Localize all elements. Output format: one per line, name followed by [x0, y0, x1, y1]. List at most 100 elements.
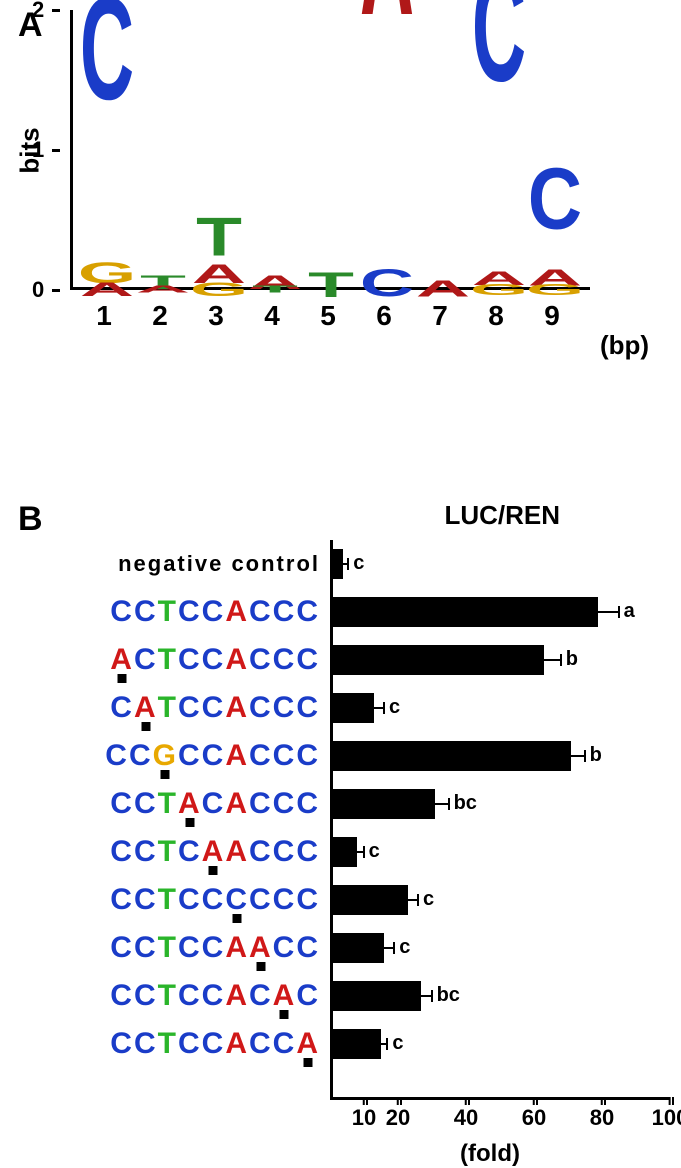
seq-base: C — [110, 979, 134, 1013]
seq-base: C — [110, 691, 134, 725]
error-bar-cap — [393, 942, 395, 954]
seq-base: A — [202, 835, 226, 869]
x-tick-mark — [468, 1097, 470, 1105]
significance-annotation: c — [389, 696, 400, 719]
bar — [333, 885, 408, 915]
bars-area: cabcbbccccbcc — [330, 540, 670, 1100]
seq-base: T — [158, 1027, 178, 1061]
significance-annotation: c — [369, 840, 380, 863]
seq-base: C — [249, 1027, 273, 1061]
x-tick-mark — [400, 1097, 402, 1105]
seq-base: T — [158, 883, 178, 917]
logo-column: CA — [415, 116, 471, 287]
seq-base: A — [273, 979, 297, 1013]
seq-base: C — [249, 643, 273, 677]
panel-a: bits 012 CGACTATAGCATCTACCACAGCAG 123456… — [60, 10, 620, 440]
bar — [333, 645, 544, 675]
error-bar-cap — [383, 702, 385, 714]
bar — [333, 549, 343, 579]
error-bar-cap — [417, 894, 419, 906]
seq-base: C — [134, 931, 158, 965]
seq-base: C — [273, 883, 297, 917]
seq-base: C — [134, 835, 158, 869]
x-tick-mark — [604, 1097, 606, 1105]
significance-annotation: c — [423, 888, 434, 911]
seq-base: A — [225, 643, 249, 677]
seq-base: T — [158, 691, 178, 725]
logo-x-ticks-container: 123456789 — [70, 300, 590, 360]
chart-title: LUC/REN — [444, 500, 560, 531]
error-bar — [571, 755, 585, 757]
x-tick: 100 — [652, 1105, 681, 1131]
mutation-dot — [141, 722, 150, 731]
logo-column: CGA — [79, 147, 135, 287]
bar — [333, 789, 435, 819]
x-tick: 40 — [454, 1105, 478, 1131]
seq-base: C — [273, 691, 297, 725]
seq-base: C — [296, 739, 320, 773]
x-ticks-container: 1020406080100 — [330, 1105, 670, 1145]
seq-base: A — [225, 595, 249, 629]
seq-base: C — [178, 1027, 202, 1061]
error-bar-cap — [431, 990, 433, 1002]
seq-base: A — [225, 979, 249, 1013]
seq-base: C — [178, 643, 202, 677]
sequence-row: CCTCCACCA — [30, 1020, 320, 1068]
x-axis-label: (fold) — [460, 1140, 520, 1168]
mutation-dot — [209, 866, 218, 875]
bar — [333, 981, 421, 1011]
seq-base: C — [202, 883, 226, 917]
seq-base: C — [178, 595, 202, 629]
seq-base: C — [202, 595, 226, 629]
significance-annotation: c — [399, 936, 410, 959]
seq-base: A — [225, 835, 249, 869]
seq-base: C — [249, 883, 273, 917]
seq-base: C — [296, 595, 320, 629]
seq-base: C — [273, 931, 297, 965]
error-bar — [544, 659, 561, 661]
seq-base: C — [178, 979, 202, 1013]
seq-base: C — [134, 643, 158, 677]
sequence-row: CCTCCCCCC — [30, 876, 320, 924]
seq-base: A — [225, 1027, 249, 1061]
seq-base: A — [225, 787, 249, 821]
seq-base: A — [225, 739, 249, 773]
sequence-column: negative controlCCTCCACCCACTCCACCCCATCCA… — [30, 540, 320, 1068]
seq-base: C — [134, 595, 158, 629]
logo-xtick: 1 — [76, 300, 132, 332]
seq-base: C — [273, 787, 297, 821]
significance-annotation: c — [353, 552, 364, 575]
logo-letter: T — [128, 275, 198, 280]
seq-base: C — [202, 643, 226, 677]
seq-base: T — [158, 787, 178, 821]
logo-column: TAG — [191, 214, 247, 287]
seq-base: C — [110, 1027, 134, 1061]
sequence-row: CCGCCACCC — [30, 732, 320, 780]
logo-xtick: 9 — [524, 300, 580, 332]
error-bar-cap — [584, 750, 586, 762]
error-bar-cap — [347, 558, 349, 570]
logo-area: CGACTATAGCATCTACCACAGCAG — [70, 10, 590, 290]
logo-xtick: 3 — [188, 300, 244, 332]
mutation-dot — [304, 1058, 313, 1067]
logo-letter: C — [520, 167, 590, 259]
x-tick-mark — [672, 1097, 674, 1105]
seq-base: C — [273, 835, 297, 869]
error-bar-cap — [560, 654, 562, 666]
logo-xtick: 4 — [244, 300, 300, 332]
seq-base: C — [110, 883, 134, 917]
seq-base: C — [249, 739, 273, 773]
seq-base: C — [249, 979, 273, 1013]
neg-control-label: negative control — [30, 540, 320, 588]
seq-base: C — [273, 1027, 297, 1061]
seq-base: C — [134, 883, 158, 917]
logo-x-label: (bp) — [600, 330, 649, 361]
seq-base: A — [249, 931, 273, 965]
seq-base: C — [249, 787, 273, 821]
seq-base: C — [296, 835, 320, 869]
seq-base: C — [110, 835, 134, 869]
seq-base: T — [158, 595, 178, 629]
bar — [333, 1029, 381, 1059]
logo-ytick: 1 — [32, 137, 44, 163]
seq-base: C — [296, 643, 320, 677]
